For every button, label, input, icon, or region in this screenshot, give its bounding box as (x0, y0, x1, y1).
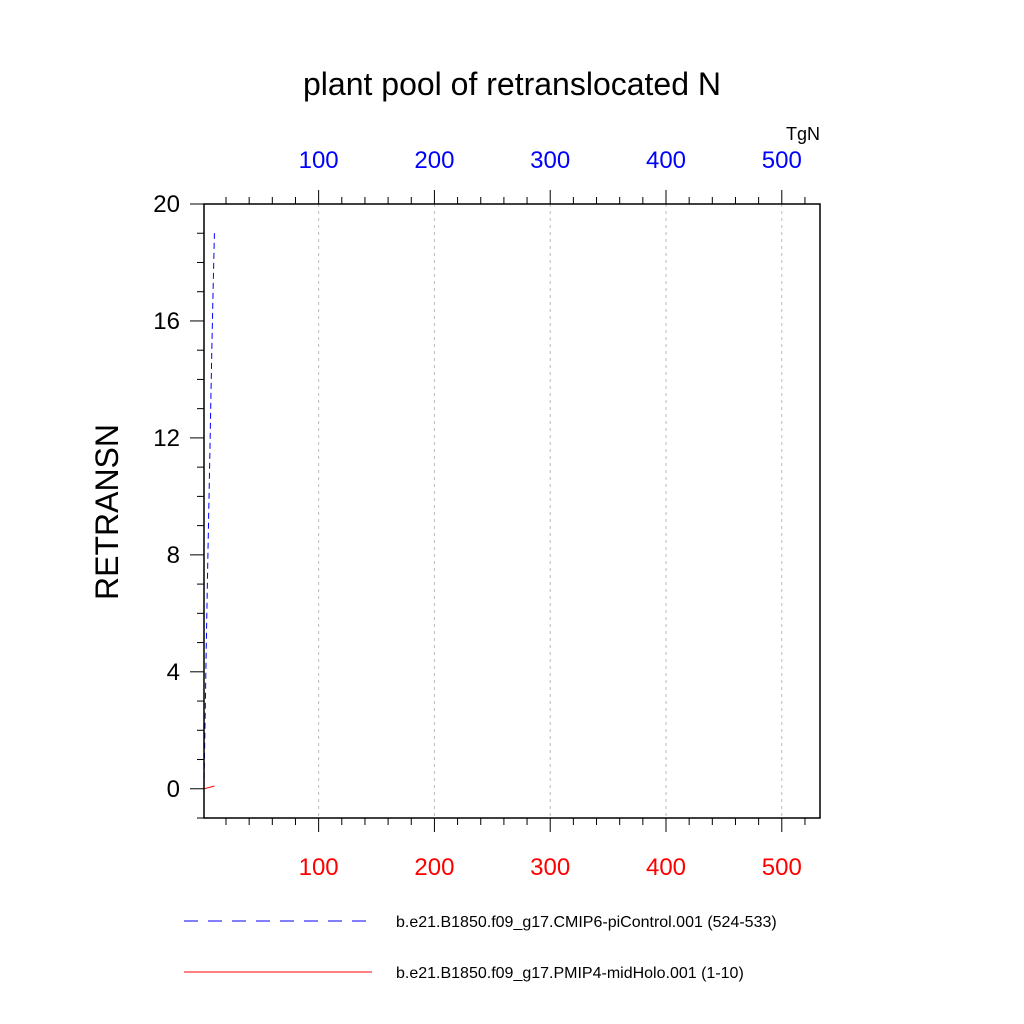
y-tick-label-0: 0 (167, 776, 180, 803)
bottom-tick-label-200: 200 (414, 854, 454, 881)
chart-title: plant pool of retranslocated N (303, 66, 721, 102)
y-tick-label-16: 16 (153, 308, 180, 335)
series-line-2 (203, 785, 215, 790)
grid-lines (318, 204, 783, 818)
bottom-tick-label-500: 500 (762, 854, 802, 881)
bottom-tick-label-100: 100 (299, 854, 339, 881)
series-lines (203, 233, 215, 790)
axis-ticks (190, 190, 806, 832)
series-line-1 (203, 233, 215, 789)
tick-labels: 100 100 200 200 300 300 400 400 500 500 0 4 8 12 16 20 (153, 147, 802, 881)
y-tick-label-8: 8 (167, 542, 180, 569)
y-axis-label: RETRANSN (89, 424, 125, 600)
y-tick-label-20: 20 (153, 191, 180, 218)
y-tick-label-4: 4 (167, 659, 180, 686)
top-tick-label-300: 300 (530, 147, 570, 174)
legend: b.e21.B1850.f09_g17.CMIP6-piControl.001 … (184, 914, 777, 982)
top-tick-label-400: 400 (646, 147, 686, 174)
bottom-tick-label-400: 400 (646, 854, 686, 881)
bottom-tick-label-300: 300 (530, 854, 570, 881)
plot-frame (203, 203, 821, 819)
legend-label-1: b.e21.B1850.f09_g17.CMIP6-piControl.001 … (396, 914, 777, 931)
y-tick-label-12: 12 (153, 425, 180, 452)
units-label: TgN (786, 124, 820, 144)
top-tick-label-100: 100 (299, 147, 339, 174)
legend-label-2: b.e21.B1850.f09_g17.PMIP4-midHolo.001 (1… (396, 965, 744, 982)
top-tick-label-200: 200 (414, 147, 454, 174)
top-tick-label-500: 500 (762, 147, 802, 174)
